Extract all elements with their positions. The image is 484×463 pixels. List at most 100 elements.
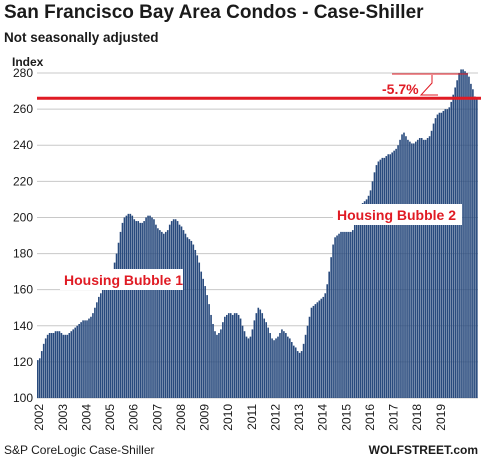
annotation-box-bubble1: [60, 269, 183, 290]
bar: [330, 257, 332, 398]
bar: [123, 217, 126, 398]
bar: [231, 314, 234, 398]
bar: [50, 333, 53, 398]
bar: [468, 76, 470, 398]
bar: [182, 230, 185, 398]
bar: [105, 286, 108, 398]
bar: [292, 345, 295, 398]
bar: [326, 284, 329, 398]
bar: [202, 278, 204, 398]
bar: [161, 231, 163, 398]
bar: [466, 73, 468, 398]
bar: [155, 224, 157, 398]
bar: [70, 331, 73, 398]
bar: [273, 340, 275, 398]
bar: [271, 338, 273, 398]
bar: [373, 172, 376, 398]
bar: [237, 314, 240, 398]
bar: [332, 244, 334, 398]
bar: [42, 343, 45, 398]
bar: [363, 201, 366, 398]
bar: [328, 271, 330, 398]
bar: [454, 87, 456, 398]
bar: [153, 219, 155, 398]
bar: [310, 307, 313, 398]
bar: [220, 329, 222, 398]
y-axis-label: Index: [12, 55, 44, 69]
bar: [174, 219, 177, 398]
bar: [344, 231, 346, 398]
x-tick-label: 2004: [79, 404, 93, 431]
bar: [298, 352, 301, 398]
bar: [424, 139, 427, 398]
bar: [324, 293, 327, 398]
bar: [393, 150, 395, 398]
bar: [159, 230, 161, 398]
bar: [200, 271, 203, 398]
bar: [84, 320, 86, 398]
x-tick-label: 2007: [150, 404, 164, 431]
bar: [277, 336, 279, 398]
bar: [94, 307, 96, 398]
y-tick-label: 200: [13, 210, 33, 224]
chart-subtitle: Not seasonally adjusted: [4, 30, 159, 45]
bar: [194, 249, 197, 398]
bar: [426, 138, 429, 398]
bar: [257, 307, 260, 398]
bar: [259, 309, 262, 398]
bar: [180, 226, 183, 398]
bar: [107, 284, 110, 398]
bar: [92, 313, 94, 398]
bar: [476, 98, 478, 399]
bar: [38, 358, 41, 398]
bar: [251, 329, 254, 398]
x-tick-label: 2005: [103, 404, 117, 431]
bar: [233, 313, 236, 398]
x-tick-label: 2006: [127, 404, 141, 431]
bar: [287, 336, 289, 398]
bar: [420, 138, 423, 398]
bar: [415, 141, 417, 398]
bar: [411, 143, 413, 398]
bar: [430, 130, 433, 399]
bar: [119, 231, 122, 398]
bar: [109, 278, 112, 398]
x-tick-label: 2015: [339, 404, 353, 431]
x-tick-label: 2019: [434, 404, 448, 431]
bar: [224, 316, 226, 398]
chart-title: San Francisco Bay Area Condos - Case-Shi…: [4, 2, 424, 23]
bar: [422, 139, 425, 398]
bar: [111, 271, 114, 398]
bar: [448, 107, 451, 398]
bar: [80, 322, 82, 398]
bar: [269, 333, 271, 398]
bar: [391, 152, 393, 398]
bar: [44, 338, 47, 398]
bar: [353, 224, 356, 398]
bar: [338, 233, 340, 398]
bar: [281, 329, 283, 398]
bar: [216, 334, 218, 398]
bar: [218, 333, 220, 398]
bar: [405, 136, 407, 398]
bar: [365, 199, 368, 398]
bar: [464, 71, 466, 398]
bar: [472, 89, 474, 398]
bar: [129, 213, 132, 398]
bar: [369, 190, 372, 398]
bar: [352, 230, 354, 398]
bar: [40, 351, 43, 398]
bar: [78, 323, 80, 398]
bar: [137, 221, 140, 398]
bar: [334, 237, 336, 398]
bar: [440, 112, 443, 398]
bar: [409, 141, 411, 398]
bar: [74, 327, 77, 398]
x-tick-label: 2009: [198, 404, 212, 431]
bar: [101, 289, 104, 398]
bar: [46, 334, 49, 398]
bar: [168, 224, 171, 398]
bar: [54, 331, 57, 398]
bar: [367, 195, 370, 398]
bar: [208, 304, 210, 398]
